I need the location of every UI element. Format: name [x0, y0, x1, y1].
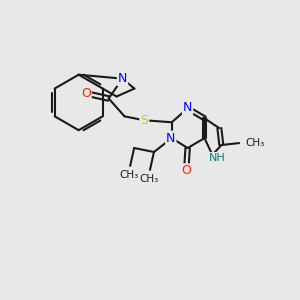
Text: S: S — [140, 114, 148, 127]
Text: N: N — [183, 101, 192, 114]
Text: CH₃: CH₃ — [245, 138, 264, 148]
Text: O: O — [182, 164, 192, 177]
Text: N: N — [166, 132, 176, 145]
Text: O: O — [81, 87, 91, 100]
Text: CH₃: CH₃ — [120, 170, 139, 180]
Text: CH₃: CH₃ — [140, 174, 159, 184]
Text: N: N — [118, 72, 127, 85]
Text: NH: NH — [209, 153, 226, 163]
